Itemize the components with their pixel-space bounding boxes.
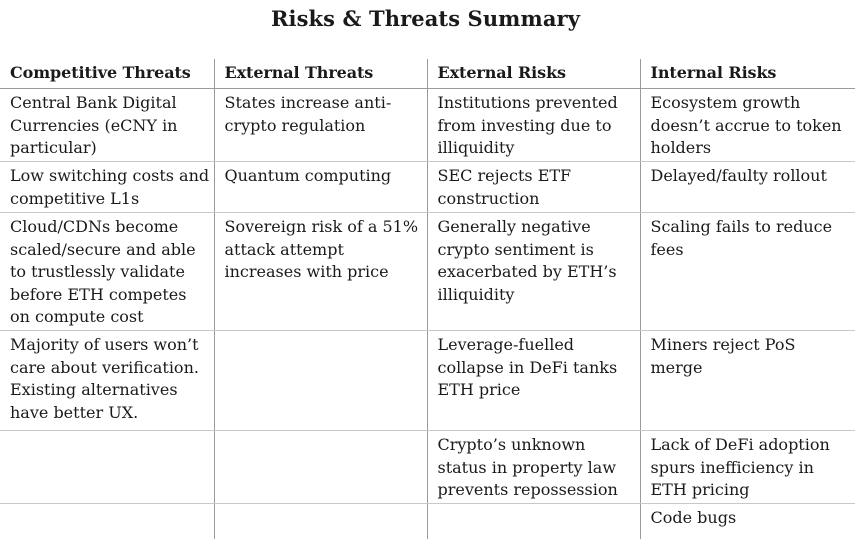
table-cell: Delayed/faulty rollout xyxy=(639,161,855,213)
table-cell: Code bugs xyxy=(639,503,855,539)
table-cell: Generally negative crypto sentiment is e… xyxy=(426,212,640,331)
table-row: Crypto’s unknown status in property law … xyxy=(0,430,855,504)
table-cell: Low switching costs and competitive L1s xyxy=(0,161,214,213)
table-cell: Sovereign risk of a 51% attack attempt i… xyxy=(213,212,427,331)
table-cell: States increase anti-crypto regulation xyxy=(213,88,427,162)
table-cell: SEC rejects ETF construction xyxy=(426,161,640,213)
table-cell xyxy=(426,503,640,539)
column-header-external-threats: External Threats xyxy=(213,59,427,89)
table-cell xyxy=(0,504,214,540)
table-row: Code bugs xyxy=(0,503,855,540)
risks-threats-table: Competitive Threats External Threats Ext… xyxy=(0,59,855,539)
table-cell: Quantum computing xyxy=(213,161,427,213)
table-cell: Crypto’s unknown status in property law … xyxy=(426,430,640,504)
table-cell xyxy=(0,430,214,504)
table-cell: Majority of users won’t care about verif… xyxy=(0,330,214,431)
table-row: Central Bank Digital Currencies (eCNY in… xyxy=(0,88,855,162)
table-cell: Lack of DeFi adoption spurs inefficiency… xyxy=(639,430,855,504)
table-cell xyxy=(213,503,427,539)
table-cell xyxy=(213,330,427,431)
column-header-competitive-threats: Competitive Threats xyxy=(0,59,214,89)
table-row: Majority of users won’t care about verif… xyxy=(0,330,855,431)
table-cell: Scaling fails to reduce fees xyxy=(639,212,855,331)
table-cell: Cloud/CDNs become scaled/secure and able… xyxy=(0,212,214,331)
table-cell xyxy=(213,430,427,504)
page-title: Risks & Threats Summary xyxy=(270,6,580,31)
table-cell: Leverage-fuelled collapse in DeFi tanks … xyxy=(426,330,640,431)
column-header-external-risks: External Risks xyxy=(426,59,640,89)
table-row: Cloud/CDNs become scaled/secure and able… xyxy=(0,212,855,331)
table-cell: Miners reject PoS merge xyxy=(639,330,855,431)
table-row: Low switching costs and competitive L1s … xyxy=(0,161,855,213)
table-cell: Ecosystem growth doesn’t accrue to token… xyxy=(639,88,855,162)
table-header-row: Competitive Threats External Threats Ext… xyxy=(0,59,855,89)
table-cell: Institutions prevented from investing du… xyxy=(426,88,640,162)
column-header-internal-risks: Internal Risks xyxy=(639,59,855,89)
table-cell: Central Bank Digital Currencies (eCNY in… xyxy=(0,88,214,162)
